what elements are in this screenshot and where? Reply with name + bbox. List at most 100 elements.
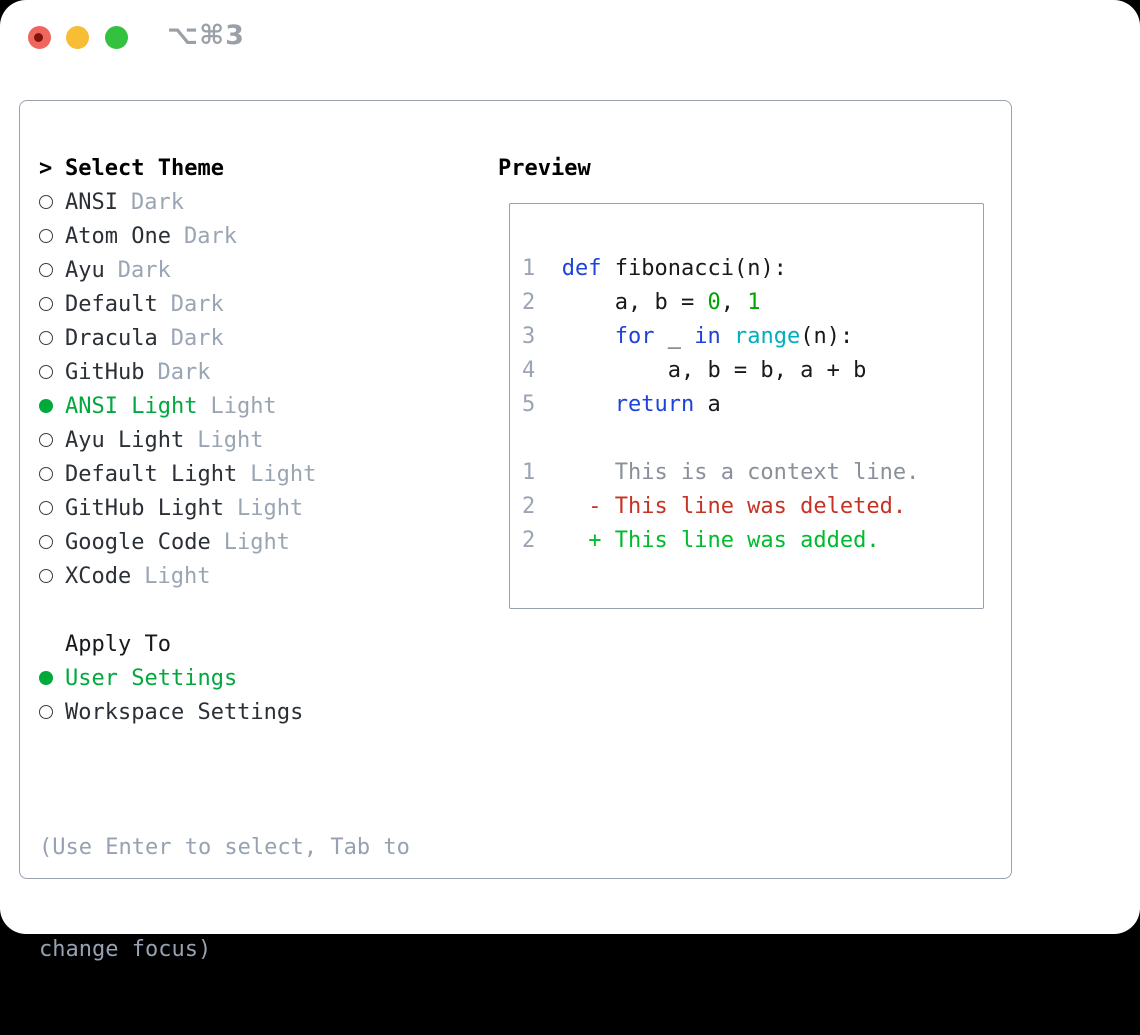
radio-unselected-icon [39, 433, 65, 447]
code-token: for [614, 324, 655, 349]
code-token: 3 [522, 324, 562, 349]
theme-option-default-dark[interactable]: Default Dark [39, 287, 410, 321]
cursor-icon: > [39, 155, 53, 181]
theme-option-ayu-dark[interactable]: Ayu Dark [39, 253, 410, 287]
diff-context-line: 1 This is a context line. [522, 456, 919, 490]
code-token: (n): [800, 324, 854, 349]
theme-variant-tag: Light [197, 427, 264, 453]
code-token: - This line was deleted. [561, 494, 907, 519]
code-token: 1 [747, 290, 761, 315]
code-line-blank [522, 422, 919, 456]
theme-name: GitHub [65, 359, 145, 385]
code-token: , [720, 290, 748, 315]
code-token [721, 324, 734, 349]
theme-name: Default [65, 291, 158, 317]
theme-option-github-dark[interactable]: GitHub Dark [39, 355, 410, 389]
minimize-button[interactable] [66, 26, 89, 49]
preview-pane: 1 def fibonacci(n): 2 a, b = 0, 1 3 for … [509, 203, 984, 609]
theme-option-xcode[interactable]: XCode Light [39, 559, 410, 593]
radio-selected-icon [39, 399, 65, 413]
theme-option-google-code[interactable]: Google Code Light [39, 525, 410, 559]
radio-unselected-icon [39, 297, 65, 311]
code-token: 1 [522, 460, 562, 485]
theme-name: ANSI Light [65, 393, 198, 419]
theme-option-dracula-dark[interactable]: Dracula Dark [39, 321, 410, 355]
radio-unselected-icon [39, 705, 65, 719]
code-token [562, 392, 615, 417]
theme-name: ANSI [65, 189, 118, 215]
theme-variant-tag: Dark [170, 291, 224, 317]
theme-variant-tag: Dark [157, 359, 211, 385]
theme-variant-tag: Dark [117, 257, 171, 283]
apply-option-user-settings[interactable]: User Settings [39, 661, 410, 695]
code-token: range [733, 324, 801, 349]
theme-selector-panel: > Select Theme ANSI Dark Atom One Dark Ayu D… [19, 100, 1012, 962]
list-title: Select Theme [65, 155, 224, 181]
code-token: def [561, 256, 602, 281]
apply-option-label: Workspace Settings [65, 699, 304, 725]
code-token: a, b = [561, 290, 708, 315]
preview-title: Preview [498, 155, 591, 181]
theme-variant-tag: Dark [130, 189, 184, 215]
code-token: 4 [522, 358, 562, 383]
help-text-line1: (Use Enter to select, Tab to [39, 835, 410, 860]
theme-variant-tag: Light [236, 495, 304, 521]
apply-to-header: Apply To [39, 627, 410, 661]
help-text-line2: change focus) [39, 937, 212, 962]
theme-name: Google Code [65, 529, 211, 555]
code-token: This is a context line. [561, 460, 920, 485]
radio-unselected-icon [39, 331, 65, 345]
diff-deleted-line: 2 - This line was deleted. [522, 490, 919, 524]
code-token: 1 [522, 256, 562, 281]
radio-unselected-icon [39, 467, 65, 481]
code-line: 1 def fibonacci(n): [522, 252, 919, 286]
radio-unselected-icon [39, 501, 65, 515]
radio-unselected-icon [39, 229, 65, 243]
apply-to-title: Apply To [65, 631, 171, 657]
apply-option-workspace-settings[interactable]: Workspace Settings [39, 695, 410, 729]
code-token: 2 [522, 528, 562, 553]
select-theme-header: > Select Theme [39, 151, 410, 185]
theme-option-default-light[interactable]: Default Light Light [39, 457, 410, 491]
spacer [39, 729, 410, 763]
theme-option-atom-one-dark[interactable]: Atom One Dark [39, 219, 410, 253]
code-token: a [694, 392, 721, 417]
theme-name: GitHub Light [65, 495, 224, 521]
code-token: 5 [522, 392, 562, 417]
radio-unselected-icon [39, 535, 65, 549]
theme-option-ayu-light[interactable]: Ayu Light Light [39, 423, 410, 457]
apply-option-label: User Settings [65, 665, 238, 691]
code-line: 4 a, b = b, a + b [522, 354, 919, 388]
help-text: (Use Enter to select, Tab to change focu… [39, 763, 410, 1035]
diff-added-line: 2 + This line was added. [522, 524, 919, 558]
code-token: a, b = b, a + b [561, 358, 867, 383]
theme-name: Ayu [65, 257, 105, 283]
theme-option-ansi-light[interactable]: ANSI Light Light [39, 389, 410, 423]
code-token: _ [654, 324, 695, 349]
zoom-button[interactable] [105, 26, 128, 49]
code-preview: 1 def fibonacci(n): 2 a, b = 0, 1 3 for … [522, 252, 919, 558]
theme-list: > Select Theme ANSI Dark Atom One Dark Ayu D… [39, 151, 410, 1035]
theme-variant-tag: Light [250, 461, 317, 487]
code-token: 2 [522, 290, 562, 315]
code-line: 3 for _ in range(n): [522, 320, 919, 354]
radio-unselected-icon [39, 365, 65, 379]
theme-name: Default Light [65, 461, 238, 487]
theme-option-ansi-dark[interactable]: ANSI Dark [39, 185, 410, 219]
radio-selected-icon [39, 671, 65, 685]
close-button[interactable] [28, 26, 51, 49]
theme-variant-tag: Dark [170, 325, 224, 351]
theme-name: Dracula [65, 325, 158, 351]
theme-variant-tag: Light [210, 393, 277, 419]
code-token: 2 [522, 494, 562, 519]
code-token: return [614, 392, 695, 417]
radio-unselected-icon [39, 263, 65, 277]
code-token [562, 324, 615, 349]
theme-variant-tag: Dark [183, 223, 237, 249]
theme-name: Atom One [65, 223, 171, 249]
theme-option-github-light[interactable]: GitHub Light Light [39, 491, 410, 525]
code-token: fibonacci(n): [601, 256, 787, 281]
code-line: 2 a, b = 0, 1 [522, 286, 919, 320]
theme-name: Ayu Light [65, 427, 185, 453]
code-token: in [694, 324, 721, 349]
